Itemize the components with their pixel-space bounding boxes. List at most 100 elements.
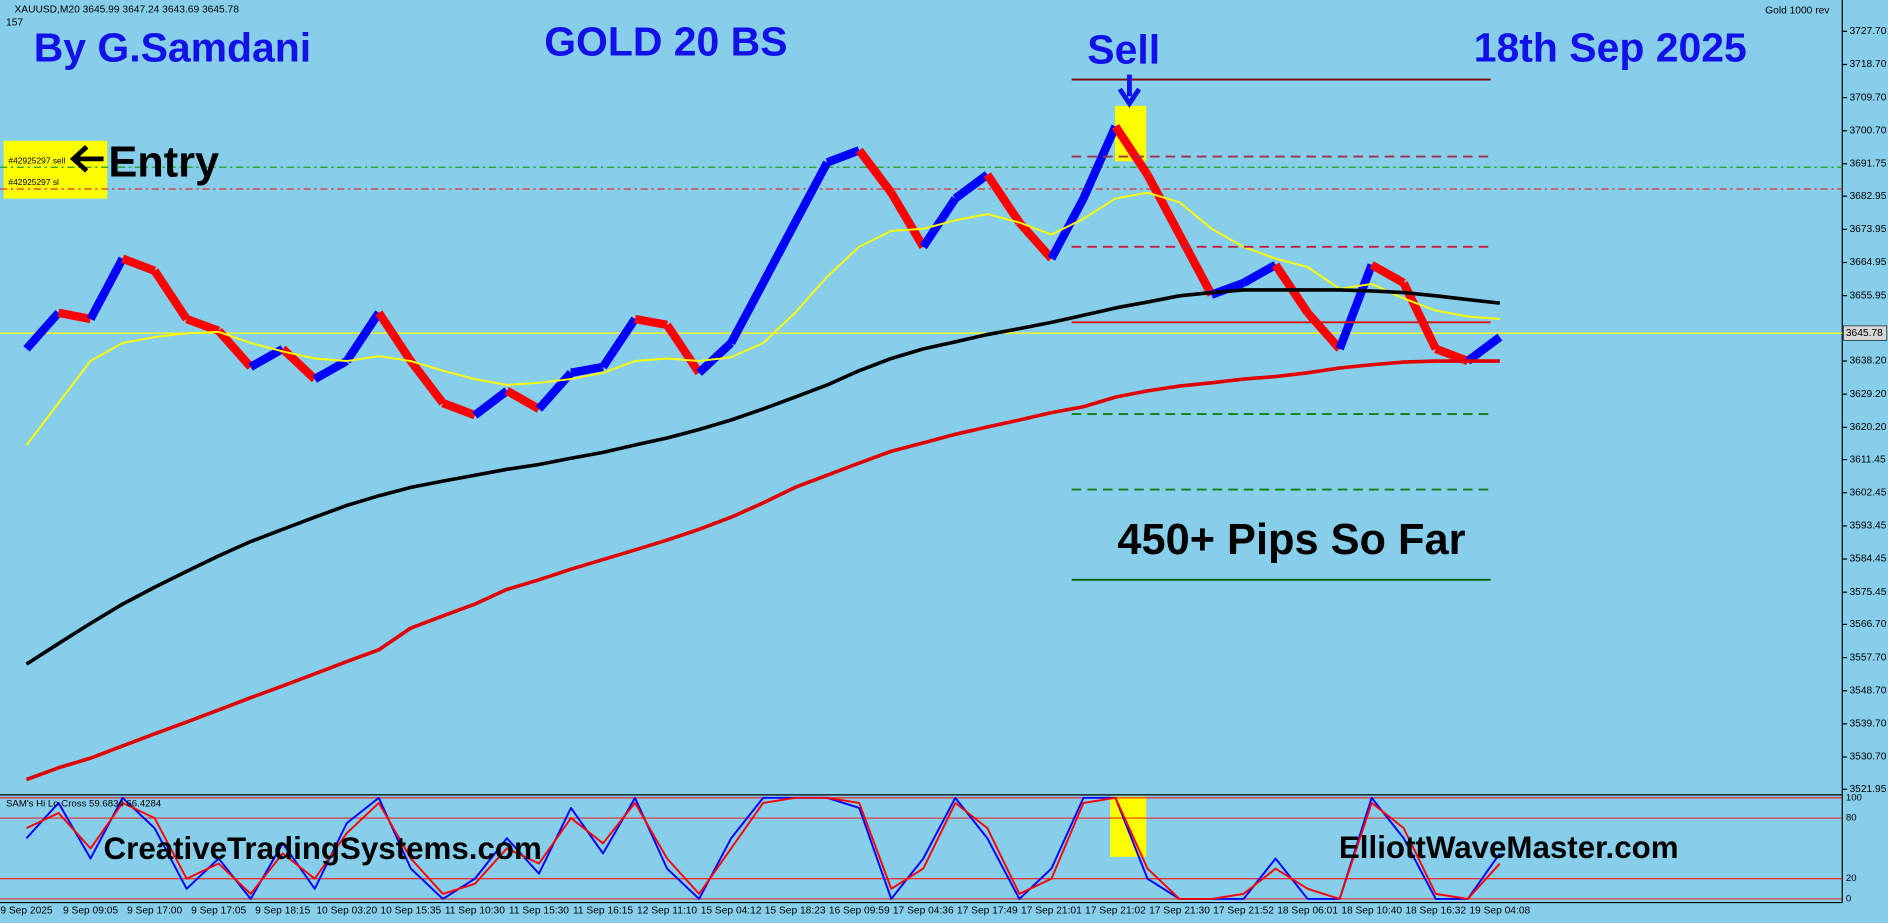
y-tick-label: 3638.20 [1849, 356, 1886, 367]
price-segment [57, 308, 92, 324]
price-segment [343, 310, 383, 364]
x-tick-label: 10 Sep 15:35 [380, 906, 441, 917]
price-segment [121, 254, 157, 275]
price-segment [1304, 309, 1343, 352]
price-segment [1016, 219, 1055, 262]
x-tick-label: 9 Sep 2025 [0, 906, 53, 917]
y-tick-label: 3548.70 [1849, 685, 1886, 696]
y-tick-label: 3682.95 [1849, 191, 1886, 202]
x-tick-label: 11 Sep 16:15 [573, 906, 633, 917]
price-segment [599, 316, 639, 370]
order-label: #42925297 sl [8, 177, 59, 187]
x-tick-label: 17 Sep 21:52 [1213, 906, 1274, 917]
price-segment [185, 315, 221, 335]
entry-arrow [69, 145, 104, 173]
y-tick-label: 3611.45 [1849, 454, 1886, 465]
price-segment [663, 322, 703, 376]
y-tick-label: 3655.95 [1849, 290, 1886, 301]
y-tick-label: 3593.45 [1849, 521, 1886, 532]
x-tick-label: 11 Sep 10:30 [445, 906, 505, 917]
series-line [25, 191, 1500, 446]
site-left: CreativeTradingSystems.com [104, 831, 542, 866]
entry-highlight [3, 140, 108, 199]
price-segment [215, 328, 254, 370]
price-segment [248, 345, 285, 371]
price-segment [1175, 232, 1216, 297]
x-tick-label: 15 Sep 04:12 [701, 906, 762, 917]
site-right: ElliottWaveMaster.com [1339, 830, 1679, 865]
x-tick-label: 17 Sep 21:02 [1085, 906, 1146, 917]
price-segment [441, 399, 477, 420]
price-segment [407, 358, 447, 406]
oscillator-title: SAM's Hi Lo Cross 59.6834 66.4284 [6, 798, 162, 809]
price-segment [570, 362, 604, 377]
x-tick-label: 9 Sep 18:15 [255, 906, 310, 917]
x-tick-label: 18 Sep 16:32 [1405, 906, 1466, 917]
current-price-label: 3645.78 [1846, 328, 1883, 339]
price-segment [23, 309, 62, 352]
y-tick-label: 3664.95 [1849, 257, 1886, 268]
oscillator-tick-label: 80 [1846, 813, 1857, 824]
x-tick-label: 18 Sep 06:01 [1277, 906, 1338, 917]
sell-arrow [1117, 74, 1142, 108]
signal-label: Sell [1087, 27, 1160, 73]
x-tick-label: 12 Sep 11:10 [637, 906, 697, 917]
price-segment [634, 314, 668, 330]
y-tick-label: 3629.20 [1849, 389, 1886, 400]
price-segment [952, 171, 990, 202]
price-segment [1047, 196, 1088, 261]
entry-label: Entry [108, 138, 219, 186]
price-segment [1434, 344, 1470, 365]
price-segment [312, 357, 349, 383]
series-line [25, 288, 1501, 666]
price-segment [86, 256, 127, 321]
price-segment [983, 172, 1023, 225]
price-segment [759, 220, 799, 285]
price-segment [151, 268, 191, 322]
y-tick-label: 3566.70 [1849, 619, 1886, 630]
price-segment [1079, 124, 1120, 201]
x-tick-label: 16 Sep 09:59 [829, 906, 890, 917]
y-tick-label: 3584.45 [1849, 554, 1886, 565]
y-tick-label: 3521.95 [1849, 784, 1886, 795]
symbol-label: Gold 1000 rev [1765, 6, 1830, 17]
x-tick-label: 11 Sep 15:30 [509, 906, 569, 917]
y-tick-label: 3557.70 [1849, 652, 1886, 663]
y-tick-label: 3530.70 [1849, 752, 1886, 763]
price-segment [919, 196, 959, 250]
oscillator-tick-label: 20 [1846, 873, 1857, 884]
x-tick-label: 9 Sep 09:05 [63, 906, 118, 917]
x-tick-label: 17 Sep 21:30 [1149, 906, 1210, 917]
y-tick-label: 3718.70 [1849, 59, 1886, 70]
price-segment [855, 147, 895, 196]
price-segment [1335, 263, 1376, 351]
y-tick-label: 3700.70 [1849, 125, 1886, 136]
x-tick-label: 18 Sep 10:40 [1341, 906, 1402, 917]
price-segment [1111, 124, 1152, 177]
price-segment [504, 387, 542, 413]
date-label: 18th Sep 2025 [1474, 24, 1747, 70]
x-tick-label: 15 Sep 18:23 [765, 906, 826, 917]
marks [0, 78, 1843, 900]
oscillator-tick-label: 0 [1846, 893, 1851, 904]
author: By G.Samdani [34, 24, 311, 70]
x-tick-label: 17 Sep 21:01 [1021, 906, 1082, 917]
current-price-box [1843, 325, 1888, 341]
y-tick-label: 3727.70 [1849, 26, 1886, 37]
y-tick-label: 3673.95 [1849, 224, 1886, 235]
order-label: #42925297 sell [8, 155, 65, 165]
result-label: 450+ Pips So Far [1117, 516, 1465, 564]
y-tick-label: 3575.45 [1849, 587, 1886, 598]
header-count: 157 [6, 18, 23, 29]
series-line [25, 359, 1500, 782]
price-segment [1369, 261, 1406, 287]
price-segment [279, 345, 318, 383]
x-tick-label: 9 Sep 17:00 [127, 906, 182, 917]
price-segment [825, 146, 861, 167]
price-segment [1465, 333, 1503, 365]
y-tick-label: 3620.20 [1849, 422, 1886, 433]
price-segment [887, 190, 927, 249]
